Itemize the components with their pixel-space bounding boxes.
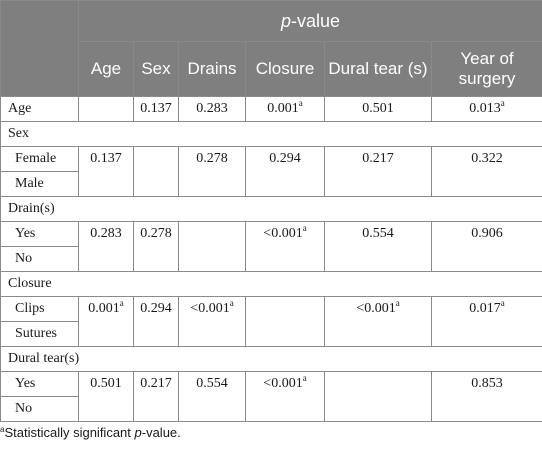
col-header-age: Age	[78, 41, 134, 97]
table-row-dural-no: No	[0, 396, 542, 422]
table-cell-significant: <0.001a	[245, 371, 325, 422]
cell-empty	[178, 221, 246, 272]
table-cell: 0.501	[78, 371, 134, 422]
row-label: Yes	[0, 221, 79, 247]
table-cell: 0.137	[133, 96, 179, 122]
row-label: No	[0, 396, 79, 422]
table-cell: 0.283	[178, 96, 246, 122]
table-cell: 0.217	[324, 146, 432, 197]
section-label: Sex	[0, 121, 542, 147]
p-value-header: p-value	[77, 0, 542, 42]
table-cell: 0.853	[430, 371, 542, 422]
cell-empty	[133, 146, 179, 197]
table-cell: 0.217	[133, 371, 179, 422]
table-cell-significant: 0.013a	[430, 96, 542, 122]
table-cell-significant: <0.001a	[178, 296, 246, 347]
row-label: Sutures	[0, 321, 79, 347]
table-cell-significant: <0.001a	[245, 221, 325, 272]
header-corner	[0, 0, 79, 97]
table-row-drain-yes: Yes 0.283 0.278 <0.001a 0.554 0.906	[0, 221, 542, 272]
table-cell: 0.554	[324, 221, 432, 272]
table-cell: 0.278	[133, 221, 179, 272]
table-cell: 0.322	[430, 146, 542, 197]
footnote-marker: a	[0, 425, 5, 434]
col-header-drains: Drains	[178, 41, 246, 97]
p-value-table: p-value Age Sex Drains Closure Dural tea…	[0, 0, 542, 422]
row-label: Clips	[0, 296, 79, 322]
table-cell-significant: 0.017a	[430, 296, 542, 347]
table-row-age: Age 0.137 0.283 0.001a 0.501 0.013a	[0, 96, 542, 122]
section-row-closure: Closure	[0, 271, 542, 297]
section-label: Drain(s)	[0, 196, 542, 222]
table-cell: 0.294	[133, 296, 179, 347]
col-header-year: Year of surgery	[430, 41, 542, 97]
table-cell: 0.137	[78, 146, 134, 197]
table-cell-significant: <0.001a	[324, 296, 432, 347]
table-cell: 0.278	[178, 146, 246, 197]
col-header-closure: Closure	[245, 41, 325, 97]
row-label: Female	[0, 146, 79, 172]
table-cell: 0.906	[430, 221, 542, 272]
table-row-female: Female 0.137 0.278 0.294 0.217 0.322	[0, 146, 542, 197]
table-row-male: Male	[0, 171, 542, 197]
section-label: Closure	[0, 271, 542, 297]
table-cell: 0.294	[245, 146, 325, 197]
row-label: No	[0, 246, 79, 272]
table-row-dural-yes: Yes 0.501 0.217 0.554 <0.001a 0.853	[0, 371, 542, 422]
cell-empty	[78, 96, 134, 122]
footnote: aStatistically significant p-value.	[0, 425, 181, 440]
col-header-dural-tear: Dural tear (s)	[324, 41, 432, 97]
row-label: Yes	[0, 371, 79, 397]
table-cell: 0.283	[78, 221, 134, 272]
section-row-sex: Sex	[0, 121, 542, 147]
table-row-clips: Clips 0.001a 0.294 <0.001a <0.001a 0.017…	[0, 296, 542, 347]
row-label: Age	[0, 96, 79, 122]
table-container: p-value Age Sex Drains Closure Dural tea…	[0, 0, 542, 422]
table-cell: 0.554	[178, 371, 246, 422]
section-row-dural-tears: Dural tear(s)	[0, 346, 542, 372]
col-header-sex: Sex	[133, 41, 179, 97]
table-cell-significant: 0.001a	[78, 296, 134, 347]
table-cell: 0.501	[324, 96, 432, 122]
cell-empty	[245, 296, 325, 347]
row-label: Male	[0, 171, 79, 197]
table-row-drain-no: No	[0, 246, 542, 272]
section-label: Dural tear(s)	[0, 346, 542, 372]
section-row-drains: Drain(s)	[0, 196, 542, 222]
table-cell-significant: 0.001a	[245, 96, 325, 122]
cell-empty	[324, 371, 432, 422]
